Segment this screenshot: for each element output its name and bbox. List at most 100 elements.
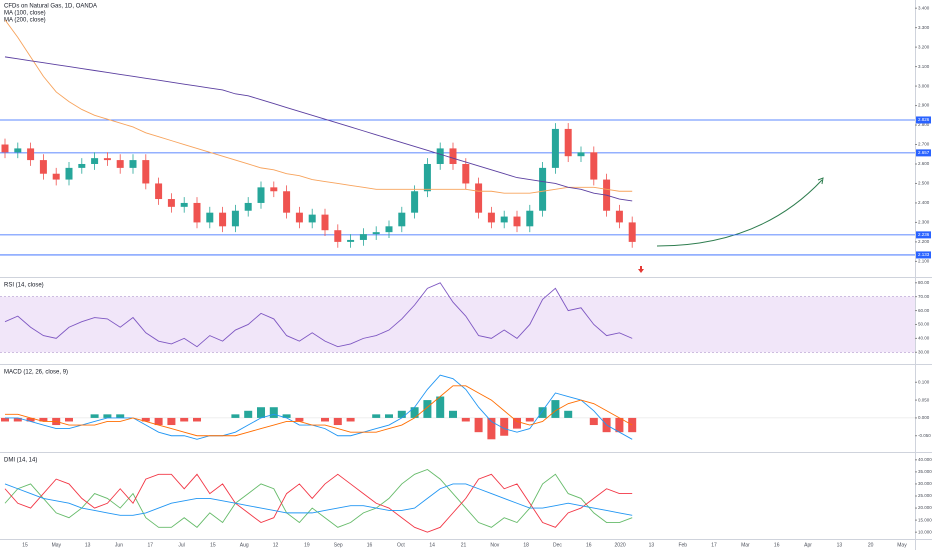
macd-histogram-bar	[26, 417, 35, 422]
x-tick-label: 21	[461, 542, 467, 548]
y-tick-label: 0.100	[918, 379, 930, 384]
rsi-band	[0, 296, 915, 353]
candle-body	[590, 152, 598, 180]
candle-body	[308, 214, 316, 223]
macd-histogram-bar	[282, 414, 291, 418]
candle-body	[564, 128, 572, 157]
x-tick-label: 2020	[615, 542, 626, 548]
candle-body	[270, 187, 278, 192]
y-tick-label: 35.0000	[918, 469, 932, 474]
macd-histogram-bar	[500, 417, 509, 436]
candle-body	[462, 163, 470, 184]
panel-title: RSI (14, close)	[4, 283, 44, 289]
macd-histogram-bar	[141, 417, 150, 422]
level-label: 2.657	[918, 150, 930, 155]
macd-histogram-bar	[103, 414, 112, 418]
x-tick-label: Feb	[678, 542, 687, 548]
candle-body	[526, 210, 534, 227]
x-tick-label: 13	[837, 542, 843, 548]
x-tick-label: Apr	[804, 542, 812, 548]
candle-body	[65, 167, 73, 180]
macd-histogram-bar	[39, 417, 48, 422]
macd-histogram-bar	[333, 417, 342, 426]
candle-body	[411, 191, 419, 213]
candle-body	[500, 216, 508, 223]
series-line	[4, 19, 633, 194]
candle-body	[231, 210, 239, 227]
macd-histogram-bar	[90, 414, 99, 418]
x-tick-label: 12	[273, 542, 279, 548]
candle-body	[180, 202, 188, 207]
macd-histogram-bar	[385, 414, 393, 418]
series-line	[4, 483, 633, 516]
x-tick-label: 17	[148, 542, 154, 548]
x-tick-label: Mar	[741, 542, 750, 548]
macd-histogram-bar	[513, 417, 521, 429]
projection-arrow-head	[817, 177, 824, 185]
candle-body	[257, 187, 265, 203]
candle-body	[423, 163, 431, 192]
chart-title: CFDs on Natural Gas, 1D, OANDA	[4, 4, 97, 10]
series-line	[4, 473, 633, 533]
macd-histogram-bar	[65, 417, 73, 422]
candle-body	[513, 216, 521, 227]
candle-body	[52, 173, 60, 180]
legend-entry: MA (100, close)	[4, 11, 46, 17]
y-tick-label: 30.0000	[918, 481, 932, 486]
x-tick-label: Sep	[334, 542, 343, 548]
y-tick-label: 30.00	[918, 349, 930, 354]
level-badge	[916, 149, 931, 157]
macd-histogram-bar	[436, 396, 445, 418]
candle-body	[155, 183, 163, 200]
macd-histogram-bar	[423, 400, 432, 418]
macd-histogram-bar	[461, 417, 470, 422]
y-tick-label: 2.600	[918, 161, 930, 166]
candle-body	[475, 183, 483, 213]
macd-histogram-bar	[116, 414, 125, 418]
series-line	[5, 385, 633, 437]
down-arrow	[638, 266, 644, 273]
macd-histogram-bar	[538, 407, 547, 418]
candle-body	[116, 160, 124, 168]
y-tick-label: 50.00	[918, 322, 930, 327]
candle-body	[193, 202, 201, 223]
candle-body	[398, 212, 406, 227]
candle-body	[244, 202, 252, 211]
macd-histogram-bar	[410, 407, 419, 418]
candle-body	[385, 226, 393, 233]
y-tick-label: 2.900	[918, 103, 930, 108]
x-tick-label: Nov	[490, 542, 499, 548]
x-tick-label: 13	[85, 542, 91, 548]
macd-histogram-bar	[474, 417, 483, 433]
macd-histogram-bar	[525, 417, 534, 422]
candle-body	[219, 212, 227, 227]
y-tick-label: 2.100	[918, 259, 930, 264]
macd-histogram-bar	[1, 417, 9, 422]
candle-body	[577, 152, 585, 157]
legend-entry: MA (200, close)	[4, 18, 46, 24]
x-tick-label: 16	[774, 542, 780, 548]
y-tick-label: 40.00	[918, 336, 930, 341]
candle-body	[295, 212, 303, 223]
candle-body	[449, 148, 457, 164]
candle-body	[206, 212, 214, 223]
macd-histogram-bar	[13, 417, 22, 422]
x-tick-label: Dec	[553, 542, 562, 548]
candle-body	[129, 160, 137, 168]
candle-body	[359, 234, 367, 240]
x-tick-label: 15	[210, 542, 216, 548]
candle-body	[27, 148, 35, 161]
candle-body	[615, 210, 623, 223]
x-tick-label: 13	[649, 542, 655, 548]
y-tick-label: 60.00	[918, 308, 930, 313]
x-tick-label: May	[897, 542, 907, 548]
y-tick-label: 3.000	[918, 83, 930, 88]
x-tick-label: 15	[22, 542, 28, 548]
y-tick-label: 2.200	[918, 239, 930, 244]
x-tick-label: 19	[304, 542, 310, 548]
y-tick-label: 2.300	[918, 220, 930, 225]
candle-body	[14, 148, 22, 153]
x-tick-label: May	[52, 542, 62, 548]
